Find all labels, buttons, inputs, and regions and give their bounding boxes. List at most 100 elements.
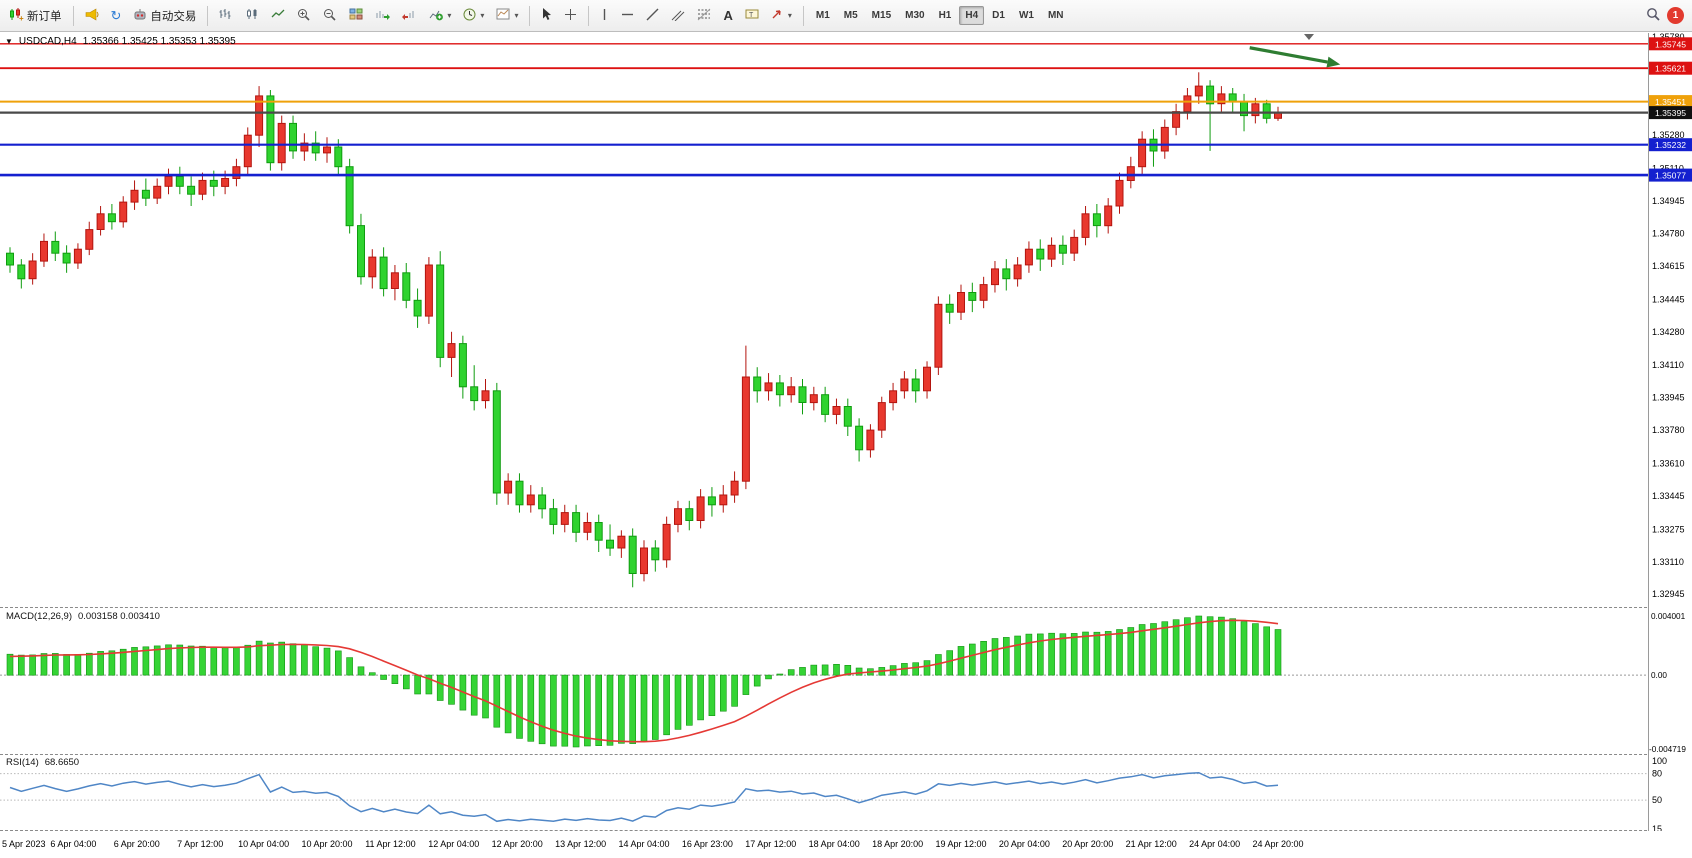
timeframe-mn[interactable]: MN [1047,10,1064,21]
svg-text:1.33780: 1.33780 [1652,425,1685,435]
svg-text:11 Apr 12:00: 11 Apr 12:00 [365,839,415,849]
chevron-down-icon: ▾ [787,11,792,20]
chevron-down-icon: ▾ [514,11,519,20]
svg-text:6 Apr 04:00: 6 Apr 04:00 [50,839,96,849]
timeframe-m30[interactable]: M30 [905,10,925,21]
svg-text:18 Apr 20:00: 18 Apr 20:00 [872,839,923,849]
trendline-button[interactable] [641,5,664,27]
periods-button[interactable]: ▾ [458,5,489,27]
svg-text:-0.004719: -0.004719 [1649,745,1686,754]
notification-badge[interactable]: 1 [1667,7,1684,24]
text-button[interactable]: A [718,6,737,25]
rsi-canvas[interactable] [0,756,1648,831]
timeframe-h4[interactable]: H4 [959,6,985,25]
svg-text:13 Apr 12:00: 13 Apr 12:00 [555,839,606,849]
channel-button[interactable] [666,5,690,27]
main-chart-canvas[interactable] [0,33,1648,607]
timeframe-m5[interactable]: M5 [843,10,858,21]
search-button[interactable] [1641,4,1665,27]
candlestick-icon [245,8,259,23]
svg-text:10 Apr 04:00: 10 Apr 04:00 [238,839,289,849]
indicators-button[interactable]: ▾ [424,5,456,27]
line-chart-button[interactable] [266,5,290,26]
main-toolbar: + 新订单 ↻ 自动交易 ▾ ▾ ▾ A T ▾ M1 M5 M15 M30 H… [0,0,1692,32]
auto-scroll-button[interactable] [370,5,395,26]
svg-text:7 Apr 12:00: 7 Apr 12:00 [177,839,223,849]
auto-trading-label: 自动交易 [150,10,197,23]
chart-shift-icon [402,8,417,23]
timeframe-w1[interactable]: W1 [1018,10,1034,21]
templates-button[interactable]: ▾ [491,5,523,26]
chart-shift-button[interactable] [397,5,422,26]
svg-text:1.35451: 1.35451 [1655,97,1686,107]
crosshair-button[interactable] [559,5,582,27]
chevron-down-icon: ▾ [447,11,452,20]
separator [588,5,590,26]
zoom-out-button[interactable] [318,5,342,27]
auto-trading-button[interactable]: 自动交易 [128,5,201,27]
bar-chart-button[interactable] [214,5,238,26]
symbol-period-label: USDCAD,H4 [18,36,77,47]
svg-text:1.35280: 1.35280 [1652,130,1685,140]
sound-alert-button[interactable] [80,5,104,27]
text-icon: A [723,8,733,23]
trendline-icon [646,8,659,24]
vertical-line-button[interactable] [595,5,614,27]
separator [802,5,804,26]
svg-text:6 Apr 20:00: 6 Apr 20:00 [114,839,160,849]
svg-text:1.35232: 1.35232 [1655,140,1686,150]
svg-text:1.34280: 1.34280 [1652,327,1685,337]
fibonacci-button[interactable] [692,5,716,27]
svg-text:100: 100 [1652,756,1667,766]
svg-text:0.00: 0.00 [1651,671,1667,680]
panel-separator[interactable] [0,754,1692,755]
svg-text:80: 80 [1652,769,1662,779]
price-axis[interactable]: 1.357801.356101.354451.352801.351101.349… [1648,33,1692,831]
new-order-label: 新订单 [27,10,62,23]
zoom-in-button[interactable] [292,5,316,27]
new-order-button[interactable]: + 新订单 [4,5,67,27]
arrows-button[interactable]: ▾ [766,5,797,26]
horizontal-line-icon [621,10,634,22]
tile-windows-button[interactable] [344,5,368,26]
rsi-value: 68.6650 [44,757,80,768]
horizontal-line-button[interactable] [616,7,639,25]
macd-canvas[interactable] [0,609,1648,754]
fibonacci-icon [697,8,711,24]
clock-icon [463,8,476,24]
timeframe-h1[interactable]: H1 [938,10,952,21]
line-chart-icon [271,8,285,23]
svg-text:21 Apr 12:00: 21 Apr 12:00 [1126,839,1177,849]
svg-text:1.34945: 1.34945 [1652,196,1685,206]
refresh-button[interactable]: ↻ [106,6,127,25]
svg-text:24 Apr 04:00: 24 Apr 04:00 [1189,839,1240,849]
svg-text:12 Apr 20:00: 12 Apr 20:00 [492,839,543,849]
svg-text:15: 15 [1652,824,1662,831]
cursor-button[interactable] [536,4,557,27]
panel-separator[interactable] [0,830,1692,831]
ohlc-values: 1.35366 1.35425 1.35353 1.35395 [82,36,236,47]
one-click-trading-icon[interactable]: ▼ [5,37,13,46]
svg-text:T: T [749,12,754,19]
svg-text:1.33445: 1.33445 [1652,491,1685,501]
svg-text:10 Apr 20:00: 10 Apr 20:00 [301,839,352,849]
svg-text:1.33110: 1.33110 [1652,557,1684,567]
svg-text:1.33275: 1.33275 [1652,524,1685,534]
time-axis[interactable]: 5 Apr 2023 6 Apr 04:00 6 Apr 20:00 7 Apr 12… [0,832,1692,858]
cursor-icon [541,7,552,24]
macd-name: MACD(12,26,9) [6,611,72,622]
timeframe-d1[interactable]: D1 [992,10,1005,21]
text-label-button[interactable]: T [740,5,764,26]
svg-text:17 Apr 12:00: 17 Apr 12:00 [745,839,796,849]
timeframe-m1[interactable]: M1 [815,10,830,21]
svg-text:5 Apr 2023: 5 Apr 2023 [2,839,46,849]
svg-text:1.35395: 1.35395 [1655,108,1686,118]
macd-label: MACD(12,26,9) 0.003158 0.003410 [6,611,160,622]
refresh-icon: ↻ [110,8,122,23]
timeframe-m15[interactable]: M15 [871,10,892,21]
panel-separator[interactable] [0,607,1692,608]
candlestick-chart-button[interactable] [240,5,264,26]
crosshair-icon [564,8,577,24]
svg-text:1.35745: 1.35745 [1655,39,1686,49]
svg-text:+: + [19,14,24,21]
